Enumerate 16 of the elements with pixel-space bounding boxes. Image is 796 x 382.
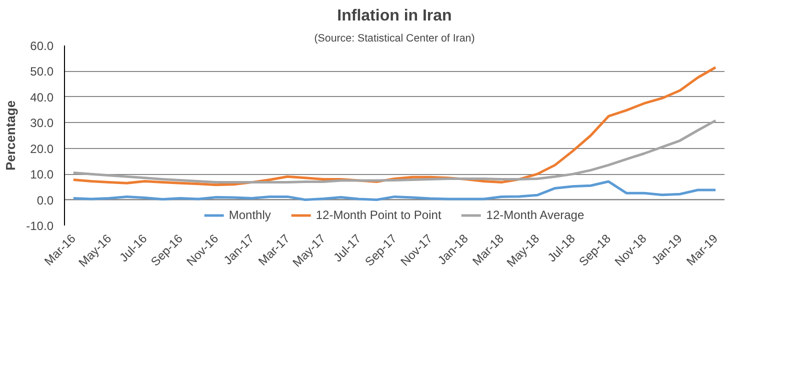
y-tick-label: 20.0 <box>30 142 54 156</box>
line-series <box>72 119 717 184</box>
y-tick-label: 30.0 <box>30 116 54 130</box>
y-tick-label: 50.0 <box>30 64 54 79</box>
line-series <box>72 180 717 202</box>
y-axis-title: Percentage <box>3 100 18 171</box>
y-tick-label: 0.0 <box>36 193 54 208</box>
legend-label: Monthly <box>228 208 271 222</box>
y-tick-label: 60.0 <box>30 39 54 53</box>
y-tick-label: 40.0 <box>30 90 54 104</box>
legend-label: 12-Month Average <box>486 208 584 222</box>
y-tick-label: 10.0 <box>30 168 54 182</box>
y-tick-label: -10.0 <box>26 219 54 233</box>
legend-label: 12-Month Point to Point <box>316 208 442 222</box>
chart-subtitle: (Source: Statistical Center of Iran) <box>314 32 475 44</box>
chart-title: Inflation in Iran <box>337 8 452 24</box>
